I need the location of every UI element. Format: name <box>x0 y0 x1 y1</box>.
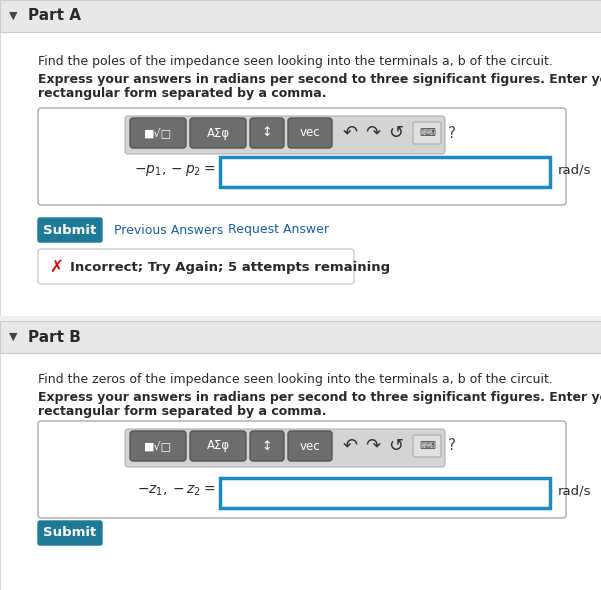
Text: rectangular form separated by a comma.: rectangular form separated by a comma. <box>38 405 326 418</box>
Bar <box>220 157 550 187</box>
Text: Find the poles of the impedance seen looking into the terminals a, b of the circ: Find the poles of the impedance seen loo… <box>38 55 553 68</box>
FancyBboxPatch shape <box>190 431 246 461</box>
Text: ?: ? <box>448 126 456 140</box>
FancyBboxPatch shape <box>288 118 332 148</box>
Text: ✗: ✗ <box>49 258 63 276</box>
Text: Incorrect; Try Again; 5 attempts remaining: Incorrect; Try Again; 5 attempts remaini… <box>70 261 390 274</box>
FancyBboxPatch shape <box>38 218 102 242</box>
Text: Find the zeros of the impedance seen looking into the terminals a, b of the circ: Find the zeros of the impedance seen loo… <box>38 373 553 386</box>
Bar <box>0 32 601 347</box>
Text: ↺: ↺ <box>388 437 403 455</box>
Text: Previous Answers: Previous Answers <box>114 224 223 237</box>
Text: ↷: ↷ <box>365 124 380 142</box>
Text: ■√□: ■√□ <box>144 127 172 139</box>
FancyBboxPatch shape <box>38 249 354 284</box>
Text: ■√□: ■√□ <box>144 441 172 451</box>
FancyBboxPatch shape <box>190 118 246 148</box>
Text: ⌨: ⌨ <box>419 441 435 451</box>
Text: ↺: ↺ <box>388 124 403 142</box>
Text: ↷: ↷ <box>365 437 380 455</box>
FancyBboxPatch shape <box>38 421 566 518</box>
Bar <box>0 0 601 32</box>
Text: Submit: Submit <box>43 224 97 237</box>
Bar <box>0 316 601 321</box>
Bar <box>220 478 550 508</box>
Text: ↕: ↕ <box>262 126 272 139</box>
FancyBboxPatch shape <box>130 118 186 148</box>
Text: ⌨: ⌨ <box>419 128 435 138</box>
Text: rad/s: rad/s <box>558 484 591 497</box>
Text: $-z_1, -z_2=$: $-z_1, -z_2=$ <box>136 484 215 498</box>
Text: ?: ? <box>448 438 456 454</box>
FancyBboxPatch shape <box>413 435 441 457</box>
Text: ▼: ▼ <box>9 332 17 342</box>
FancyBboxPatch shape <box>250 118 284 148</box>
Text: vec: vec <box>300 440 320 453</box>
FancyBboxPatch shape <box>130 431 186 461</box>
FancyBboxPatch shape <box>413 122 441 144</box>
Text: Part B: Part B <box>28 329 81 345</box>
FancyBboxPatch shape <box>38 108 566 205</box>
Bar <box>0 321 601 353</box>
Text: $-p_1, -p_2=$: $-p_1, -p_2=$ <box>133 162 215 178</box>
Text: ▼: ▼ <box>9 11 17 21</box>
Text: ↶: ↶ <box>343 124 358 142</box>
FancyBboxPatch shape <box>125 429 445 467</box>
Bar <box>0 353 601 590</box>
Text: ↕: ↕ <box>262 440 272 453</box>
Text: Submit: Submit <box>43 526 97 539</box>
Text: ↶: ↶ <box>343 437 358 455</box>
FancyBboxPatch shape <box>125 116 445 154</box>
Text: Part A: Part A <box>28 8 81 24</box>
FancyBboxPatch shape <box>288 431 332 461</box>
Text: vec: vec <box>300 126 320 139</box>
Text: AΣφ: AΣφ <box>207 440 230 453</box>
Text: AΣφ: AΣφ <box>207 126 230 139</box>
Text: rectangular form separated by a comma.: rectangular form separated by a comma. <box>38 87 326 100</box>
Text: Request Answer: Request Answer <box>228 224 329 237</box>
Text: Express your answers in radians per second to three significant figures. Enter y: Express your answers in radians per seco… <box>38 73 601 86</box>
Text: Express your answers in radians per second to three significant figures. Enter y: Express your answers in radians per seco… <box>38 391 601 404</box>
FancyBboxPatch shape <box>38 521 102 545</box>
FancyBboxPatch shape <box>250 431 284 461</box>
Text: rad/s: rad/s <box>558 163 591 176</box>
